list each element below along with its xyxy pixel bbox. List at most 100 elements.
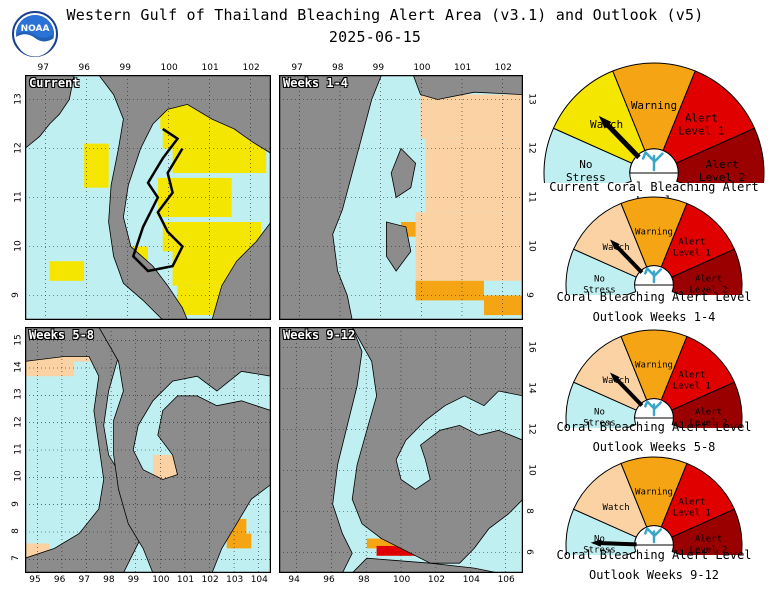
x-tick-label: 100 bbox=[160, 63, 178, 73]
gauge-segment-label: Level 1 bbox=[673, 248, 711, 258]
gauge-segment-label: Level 2 bbox=[690, 286, 728, 295]
y-tick-label: 13 bbox=[13, 92, 24, 105]
coral-icon bbox=[644, 400, 663, 417]
x-tick-label: 100 bbox=[152, 575, 170, 585]
gauge-segment-label: Alert bbox=[685, 111, 718, 124]
land-mass bbox=[351, 557, 499, 574]
gauge-needle bbox=[613, 376, 644, 407]
x-tick-label: 97 bbox=[291, 63, 303, 73]
gauge-segment-label: Level 2 bbox=[699, 171, 745, 183]
y-tick-label: 10 bbox=[13, 239, 24, 252]
gauge-segment-label: Stress bbox=[583, 546, 616, 555]
y-tick-label: 10 bbox=[526, 463, 537, 476]
y-tick-label: 12 bbox=[526, 422, 537, 435]
map-panel-1 bbox=[24, 74, 272, 321]
reef-watch-outline bbox=[131, 127, 184, 273]
alert-patch-warning bbox=[226, 533, 252, 549]
gauge-segment-label: No bbox=[594, 535, 605, 545]
map-panel-wrap: Weeks 1-4 bbox=[278, 74, 524, 321]
gauge-segment-label: Warning bbox=[635, 227, 673, 237]
map-gridlines bbox=[25, 75, 271, 320]
land-mass bbox=[98, 326, 272, 574]
y-tick-label: 11 bbox=[13, 443, 24, 455]
map-gridlines bbox=[279, 75, 523, 320]
y-tick-label: 11 bbox=[13, 190, 24, 203]
map-frame bbox=[24, 326, 272, 574]
page-date: 2025-06-15 bbox=[328, 28, 422, 46]
gauge-segment-label: Alert bbox=[706, 158, 739, 171]
x-tick-label: 104 bbox=[250, 575, 268, 585]
gauge-segment-label: Alert bbox=[678, 237, 705, 247]
alert-patch-warning bbox=[415, 280, 484, 301]
gauge-segment-label: Warning bbox=[635, 360, 673, 370]
coral-icon bbox=[641, 151, 664, 172]
gauge-segment-label: Alert bbox=[678, 370, 705, 380]
map-frame bbox=[24, 74, 272, 321]
y-tick-label: 14 bbox=[526, 381, 537, 394]
x-tick-label: 98 bbox=[358, 575, 370, 585]
x-tick-label: 97 bbox=[78, 575, 90, 585]
map-panel-3 bbox=[24, 326, 272, 574]
y-tick-label: 11 bbox=[526, 190, 537, 203]
x-tick-label: 102 bbox=[242, 63, 260, 73]
gauge-segment-label: Level 1 bbox=[673, 508, 711, 518]
gauge-segment-label: Level 2 bbox=[690, 419, 728, 428]
gauge-segment-label: Alert bbox=[695, 535, 722, 545]
x-tick-label: 95 bbox=[29, 575, 41, 585]
x-tick-label: 101 bbox=[176, 575, 195, 585]
gauge-caption: Outlook Weeks 1-4 bbox=[592, 310, 716, 324]
x-tick-label: 101 bbox=[454, 63, 472, 73]
land-mass bbox=[97, 74, 272, 321]
gauge-caption: Coral Bleaching Alert Level bbox=[556, 290, 752, 304]
x-tick-label: 98 bbox=[103, 575, 115, 585]
gauge-caption: Outlook Weeks 9-12 bbox=[588, 568, 720, 582]
x-tick-label: 99 bbox=[372, 63, 385, 73]
x-tick-label: 102 bbox=[427, 575, 446, 585]
y-tick-label: 14 bbox=[13, 361, 24, 373]
x-tick-label: 101 bbox=[201, 63, 219, 73]
y-tick-label: 9 bbox=[523, 291, 534, 298]
noaa-logo-text: NOAA bbox=[21, 24, 50, 34]
y-tick-label: 10 bbox=[13, 470, 24, 483]
map-panel-wrap: Weeks 9-12 bbox=[278, 326, 524, 574]
y-tick-label: 6 bbox=[523, 548, 534, 555]
y-tick-label: 13 bbox=[13, 388, 24, 401]
y-tick-label: 8 bbox=[10, 528, 21, 534]
gauge-needle-head bbox=[610, 372, 620, 383]
y-tick-label: 12 bbox=[526, 141, 537, 154]
y-tick-label: 9 bbox=[10, 500, 21, 507]
gauge-needle bbox=[603, 120, 641, 160]
alert-patch-watch bbox=[49, 261, 85, 281]
x-tick-label: 96 bbox=[323, 575, 335, 585]
x-tick-label: 100 bbox=[393, 575, 411, 585]
gauge-segment-label: Watch bbox=[603, 503, 630, 513]
y-tick-label: 9 bbox=[10, 291, 21, 298]
x-tick-label: 97 bbox=[37, 63, 49, 73]
y-tick-label: 12 bbox=[13, 141, 24, 154]
alert-patch-watch bbox=[172, 148, 267, 173]
y-tick-label: 10 bbox=[526, 239, 537, 252]
y-tick-label: 13 bbox=[526, 92, 537, 105]
alert-patch-alert1 bbox=[376, 545, 431, 556]
gauge-segment-no-stress bbox=[543, 127, 633, 183]
gauge-segment-label: Level 1 bbox=[673, 381, 711, 391]
map-panel-wrap: Current bbox=[24, 74, 272, 321]
panel-label: Weeks 1-4 bbox=[283, 76, 349, 90]
map-frame bbox=[278, 326, 524, 574]
gauge-caption: Coral Bleaching Alert Level bbox=[556, 548, 752, 562]
gauge-segment-label: No bbox=[594, 408, 605, 418]
panel-label: Weeks 9-12 bbox=[283, 328, 356, 342]
gauge-caption: Coral Bleaching Alert Level bbox=[556, 420, 752, 434]
map-panel-2 bbox=[278, 74, 524, 321]
gauge-needle-head bbox=[610, 239, 620, 250]
gauge-segment-label: Stress bbox=[583, 286, 616, 295]
alert-patch-warning bbox=[483, 295, 523, 316]
gauge-caption: Outlook Weeks 5-8 bbox=[592, 440, 716, 454]
land-mass bbox=[351, 326, 524, 564]
x-tick-label: 98 bbox=[332, 63, 344, 73]
x-tick-label: 94 bbox=[288, 575, 300, 585]
